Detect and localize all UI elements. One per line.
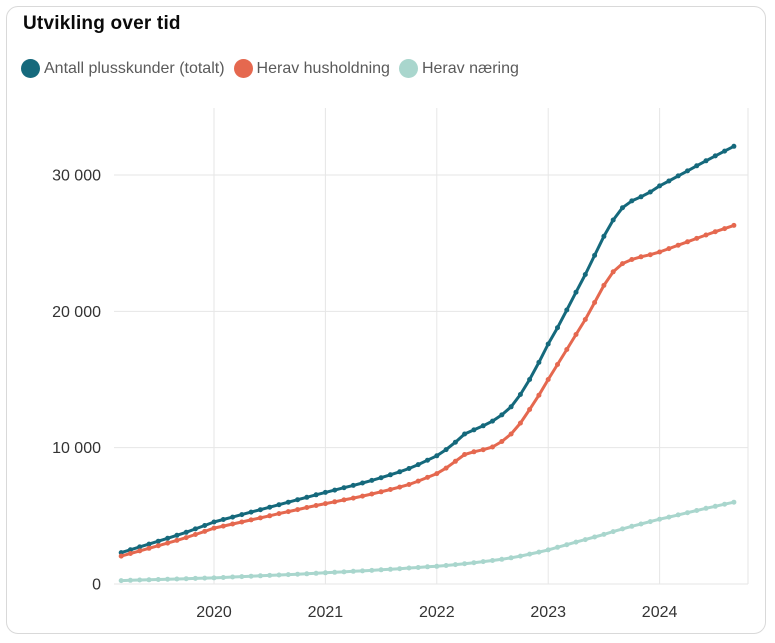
legend-item-total[interactable]: Antall plusskunder (totalt) bbox=[21, 59, 225, 78]
legend-item-husholdning[interactable]: Herav husholdning bbox=[233, 59, 390, 78]
series-line bbox=[119, 223, 736, 558]
x-axis-tick-label: 2023 bbox=[530, 604, 566, 621]
legend-label-naering: Herav næring bbox=[421, 59, 519, 77]
legend-dot-husholdning-icon bbox=[233, 59, 253, 78]
y-axis-tick-label: 20 000 bbox=[52, 304, 101, 321]
x-axis-tick-label: 2022 bbox=[419, 604, 455, 621]
chart-card bbox=[6, 6, 766, 634]
legend-label-total: Antall plusskunder (totalt) bbox=[44, 59, 225, 77]
x-axis-tick-label: 2024 bbox=[642, 604, 678, 621]
x-axis-tick-label: 2021 bbox=[308, 604, 344, 621]
series-line bbox=[119, 144, 736, 555]
legend-label-husholdning: Herav husholdning bbox=[256, 59, 390, 77]
y-axis-tick-label: 30 000 bbox=[52, 167, 101, 184]
legend-item-naering[interactable]: Herav næring bbox=[398, 59, 519, 78]
y-axis-tick-label: 10 000 bbox=[52, 440, 101, 457]
y-axis-tick-label: 0 bbox=[92, 577, 101, 594]
chart-title: Utvikling over tid bbox=[23, 13, 181, 34]
legend-dot-naering-icon bbox=[398, 59, 418, 78]
x-axis-tick-label: 2020 bbox=[196, 604, 232, 621]
chart-legend: Antall plusskunder (totalt) Herav hushol… bbox=[21, 59, 519, 78]
legend-dot-total-icon bbox=[21, 59, 40, 78]
